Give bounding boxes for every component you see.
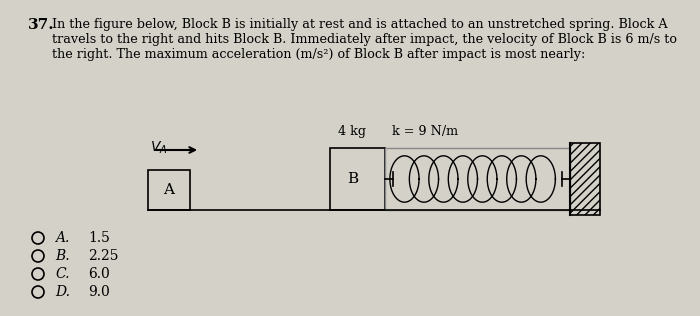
Text: A.: A. [55,231,69,245]
Text: In the figure below, Block B is initially at rest and is attached to an unstretc: In the figure below, Block B is initiall… [52,18,668,31]
Text: D.: D. [55,285,70,299]
Bar [148,170,190,210]
Text: travels to the right and hits Block B. Immediately after impact, the velocity of: travels to the right and hits Block B. I… [52,33,677,46]
Text: B: B [347,172,358,186]
Text: 37.: 37. [28,18,55,32]
Text: 1.5: 1.5 [88,231,110,245]
Text: k = 9 N/m: k = 9 N/m [392,125,458,138]
Text: $V_A$: $V_A$ [150,140,167,156]
Bar [330,148,385,210]
Text: C.: C. [55,267,69,281]
Bar [385,148,570,210]
Text: the right. The maximum acceleration (m/s²) of Block B after impact is most nearl: the right. The maximum acceleration (m/s… [52,48,585,61]
Text: B.: B. [55,249,69,263]
Bar [570,143,600,215]
Text: 6.0: 6.0 [88,267,110,281]
Text: 9.0: 9.0 [88,285,110,299]
Text: 4 kg: 4 kg [339,125,367,138]
Text: 2.25: 2.25 [88,249,118,263]
Text: A: A [164,183,174,197]
